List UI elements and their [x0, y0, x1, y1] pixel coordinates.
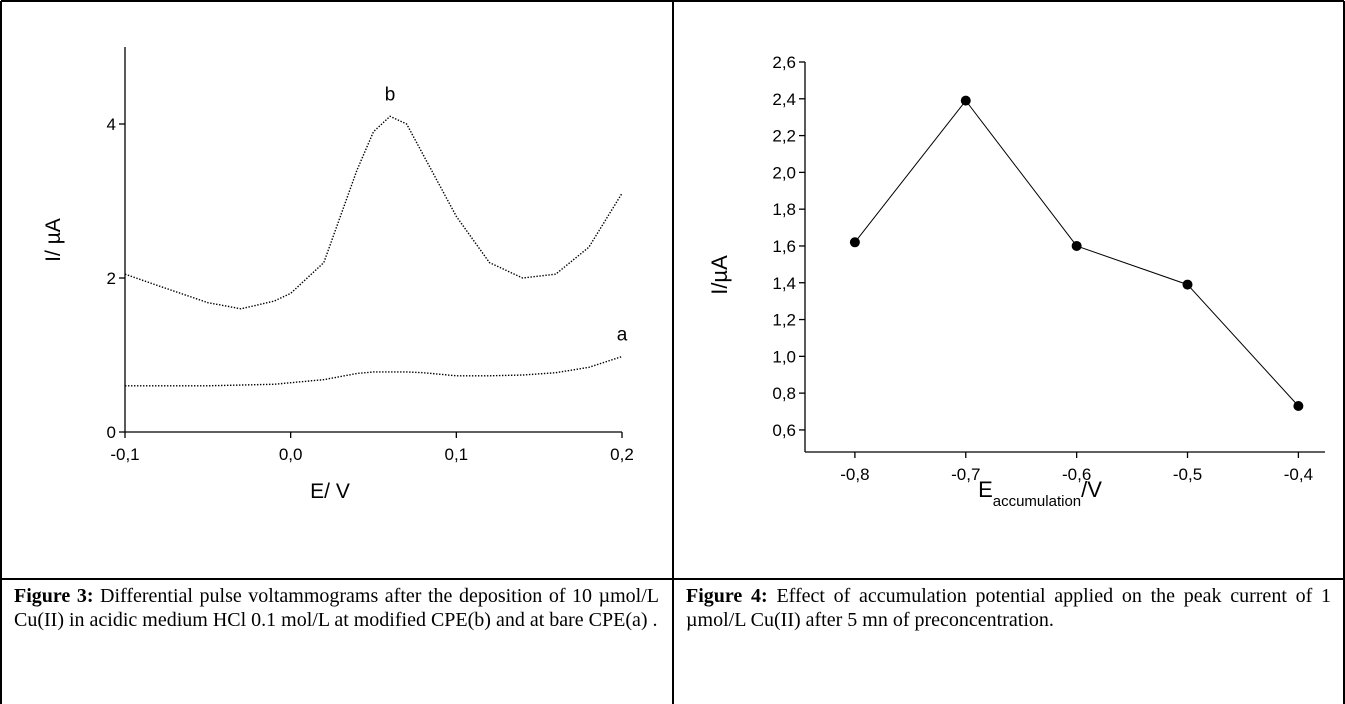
- data-line: [125, 355, 623, 387]
- series-label: b: [385, 84, 396, 105]
- caption: Figure 3: Differential pulse voltammogra…: [14, 584, 659, 632]
- data-point: [849, 237, 860, 248]
- y-axis-label: I/ µA: [42, 218, 65, 262]
- y-tick-label: 2,4: [772, 90, 796, 109]
- caption-text: Differential pulse voltammograms after t…: [14, 585, 659, 631]
- y-tick-label: 1,2: [772, 311, 796, 330]
- caption: Figure 4: Effect of accumulation potenti…: [686, 584, 1331, 632]
- x-axis-label: Eaccumulation/V: [978, 477, 1102, 510]
- y-tick-label: 2,6: [772, 53, 796, 72]
- caption-text: Effect of accumulation potential applied…: [686, 585, 1332, 631]
- x-tick-label: 0,2: [610, 445, 634, 464]
- x-tick-label: -0,6: [1062, 465, 1091, 484]
- y-axis-label: I/µA: [707, 255, 732, 295]
- caption-label: Figure 4:: [686, 585, 768, 607]
- x-axis-label-main: E: [978, 477, 993, 502]
- y-tick-label: 1,8: [772, 200, 796, 219]
- y-tick-label: 1,0: [772, 347, 796, 366]
- data-point: [1182, 279, 1193, 290]
- x-tick-label: -0,7: [951, 465, 980, 484]
- x-axis-label-suffix: /V: [1081, 477, 1102, 502]
- y-tick-label: 2,0: [772, 163, 796, 182]
- data-line: [124, 115, 623, 310]
- y-tick-label: 1,4: [772, 274, 796, 293]
- caption-label: Figure 3:: [14, 585, 94, 607]
- data-point: [1071, 240, 1082, 251]
- y-tick-label: 4: [107, 115, 116, 134]
- x-tick-label: -0,4: [1284, 465, 1313, 484]
- x-axis-label-main: E/ V: [310, 480, 350, 503]
- y-tick-label: 0,8: [772, 384, 796, 403]
- x-axis-label-sub: accumulation: [993, 493, 1081, 510]
- x-tick-label: 0,0: [279, 445, 303, 464]
- y-tick-label: 1,6: [772, 237, 796, 256]
- x-tick-label: -0,1: [110, 445, 139, 464]
- x-tick-label: -0,5: [1173, 465, 1202, 484]
- series-label: a: [617, 325, 628, 346]
- y-tick-label: 0,6: [772, 421, 796, 440]
- y-tick-label: 0: [107, 423, 116, 442]
- data-line: [854, 99, 1299, 407]
- x-tick-label: 0,1: [445, 445, 469, 464]
- y-tick-label: 2: [107, 269, 116, 288]
- x-axis-label: E/ V: [310, 480, 350, 503]
- data-point: [960, 95, 971, 106]
- x-tick-label: -0,8: [840, 465, 869, 484]
- y-tick-label: 2,2: [772, 127, 796, 146]
- data-point: [1293, 401, 1304, 412]
